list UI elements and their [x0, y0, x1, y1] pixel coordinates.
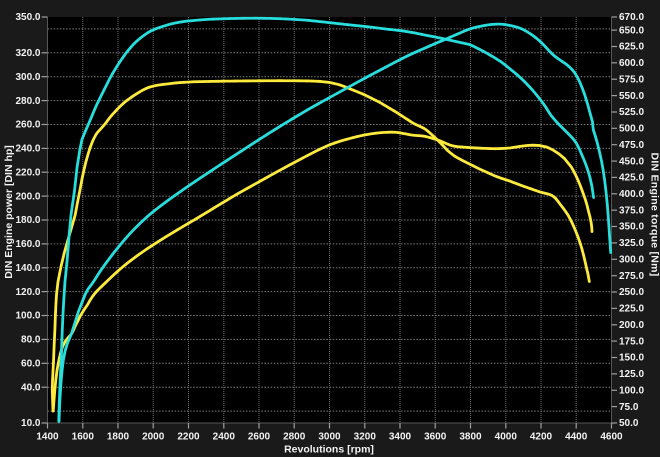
svg-text:200.0: 200.0 — [619, 320, 644, 331]
svg-text:600.0: 600.0 — [619, 58, 644, 69]
svg-text:425.0: 425.0 — [619, 173, 644, 184]
svg-text:10.0: 10.0 — [21, 418, 41, 429]
svg-text:125.0: 125.0 — [619, 369, 644, 380]
svg-text:160.0: 160.0 — [15, 239, 40, 250]
svg-text:260.0: 260.0 — [15, 120, 40, 131]
svg-text:140.0: 140.0 — [15, 263, 40, 274]
svg-text:3000: 3000 — [318, 432, 341, 443]
svg-text:400.0: 400.0 — [619, 189, 644, 200]
svg-text:100.0: 100.0 — [619, 386, 644, 397]
svg-text:4600: 4600 — [600, 432, 623, 443]
svg-text:220.0: 220.0 — [15, 167, 40, 178]
svg-text:Revolutions [rpm]: Revolutions [rpm] — [284, 444, 374, 456]
svg-text:200.0: 200.0 — [15, 191, 40, 202]
svg-text:4200: 4200 — [530, 432, 553, 443]
svg-text:180.0: 180.0 — [15, 215, 40, 226]
svg-text:670.0: 670.0 — [619, 12, 644, 23]
svg-text:DIN Engine power [DIN hp]: DIN Engine power [DIN hp] — [3, 145, 15, 279]
svg-text:500.0: 500.0 — [619, 124, 644, 135]
svg-text:625.0: 625.0 — [619, 42, 644, 53]
svg-text:DIN Engine torque [Nm]: DIN Engine torque [Nm] — [649, 153, 660, 277]
svg-text:175.0: 175.0 — [619, 336, 644, 347]
svg-text:3800: 3800 — [459, 432, 482, 443]
svg-text:75.0: 75.0 — [619, 402, 639, 413]
svg-text:120.0: 120.0 — [15, 287, 40, 298]
svg-text:475.0: 475.0 — [619, 140, 644, 151]
svg-text:40.0: 40.0 — [21, 382, 41, 393]
svg-text:2400: 2400 — [213, 432, 236, 443]
svg-text:3600: 3600 — [424, 432, 447, 443]
svg-text:3400: 3400 — [389, 432, 412, 443]
svg-text:50.0: 50.0 — [619, 418, 639, 429]
svg-text:325.0: 325.0 — [619, 238, 644, 249]
svg-text:1800: 1800 — [107, 432, 130, 443]
svg-text:2200: 2200 — [177, 432, 200, 443]
svg-text:525.0: 525.0 — [619, 107, 644, 118]
svg-text:60.0: 60.0 — [21, 359, 41, 370]
svg-text:280.0: 280.0 — [15, 96, 40, 107]
svg-text:450.0: 450.0 — [619, 156, 644, 167]
svg-text:320.0: 320.0 — [15, 48, 40, 59]
svg-text:275.0: 275.0 — [619, 271, 644, 282]
svg-text:1400: 1400 — [36, 432, 59, 443]
svg-text:575.0: 575.0 — [619, 74, 644, 85]
svg-text:150.0: 150.0 — [619, 353, 644, 364]
svg-text:350.0: 350.0 — [15, 12, 40, 23]
svg-text:350.0: 350.0 — [619, 222, 644, 233]
svg-text:375.0: 375.0 — [619, 205, 644, 216]
svg-text:240.0: 240.0 — [15, 144, 40, 155]
svg-text:1600: 1600 — [72, 432, 95, 443]
svg-text:2000: 2000 — [142, 432, 165, 443]
svg-text:300.0: 300.0 — [619, 255, 644, 266]
svg-text:3200: 3200 — [354, 432, 377, 443]
svg-text:100.0: 100.0 — [15, 311, 40, 322]
svg-text:2800: 2800 — [283, 432, 306, 443]
svg-text:250.0: 250.0 — [619, 287, 644, 298]
svg-text:4000: 4000 — [495, 432, 518, 443]
svg-text:300.0: 300.0 — [15, 72, 40, 83]
svg-text:550.0: 550.0 — [619, 91, 644, 102]
svg-text:4400: 4400 — [565, 432, 588, 443]
svg-text:2600: 2600 — [248, 432, 271, 443]
svg-text:650.0: 650.0 — [619, 25, 644, 36]
svg-text:80.0: 80.0 — [21, 335, 41, 346]
svg-text:225.0: 225.0 — [619, 304, 644, 315]
